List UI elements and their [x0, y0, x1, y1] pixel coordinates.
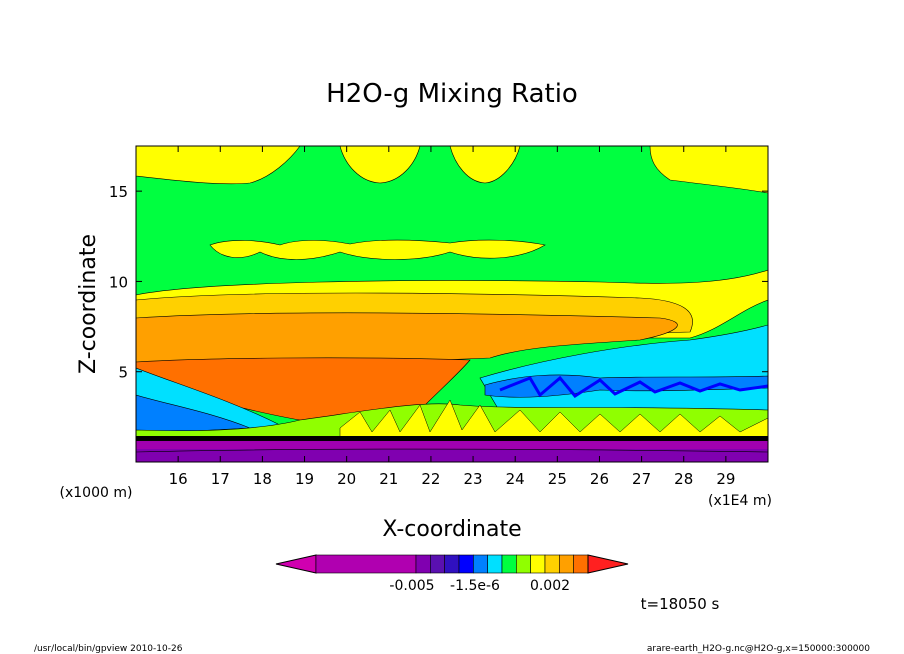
colorbar-swatch: [573, 554, 589, 574]
colorbar-swatch: [516, 554, 531, 574]
colorbar-label: -1.5e-6: [450, 578, 500, 594]
x-ticks: 16 17 18 19 20 21 22 23 24 25 26 27 28 29: [169, 146, 735, 488]
y-ticks: 5 10 15: [109, 183, 768, 382]
x-tick-label: 17: [211, 470, 230, 488]
yellow-top-far: [649, 146, 768, 194]
surface-contour: [136, 436, 768, 441]
x-tick-label: 18: [253, 470, 272, 488]
colorbar-swatch: [473, 554, 488, 574]
colorbar-swatch: [458, 554, 474, 574]
colorbar-swatch: [544, 554, 560, 574]
x-tick-label: 24: [506, 470, 525, 488]
footer-right: arare-earth_H2O-g.nc@H2O-g,x=150000:3000…: [647, 644, 870, 654]
colorbar-label: 0.002: [530, 578, 570, 594]
yellow-top-mid: [339, 146, 421, 184]
x-tick-label: 20: [337, 470, 356, 488]
colorbar-swatch: [487, 554, 503, 574]
x-tick-label: 16: [169, 470, 188, 488]
x-tick-label: 26: [590, 470, 609, 488]
band-magenta: [136, 441, 768, 449]
purple-contour: [136, 448, 768, 453]
y-unit-label: (x1000 m): [60, 485, 133, 501]
x-tick-label: 19: [295, 470, 314, 488]
x-tick-label: 28: [674, 470, 693, 488]
y-tick-label: 5: [118, 364, 128, 382]
band-yellow-spikes: [339, 399, 768, 439]
x-axis-label: X-coordinate: [382, 517, 521, 542]
colorbar-swatch: [444, 554, 460, 574]
x-tick-label: 22: [421, 470, 440, 488]
colorbar-swatch: [430, 554, 445, 574]
yellow-top-left: [136, 146, 301, 185]
plot-area: [136, 146, 768, 462]
colorbar-swatch: [501, 554, 517, 574]
blue-wave: [499, 375, 768, 398]
x-tick-label: 25: [548, 470, 567, 488]
x-tick-label: 29: [716, 470, 735, 488]
x-tick-label: 23: [464, 470, 483, 488]
colorbar-swatch: [315, 554, 417, 574]
colorbar-swatch: [415, 554, 431, 574]
time-annotation: t=18050 s: [641, 595, 720, 613]
colorbar-swatch: [559, 554, 574, 574]
colorbar-over-arrow: [587, 554, 629, 574]
colorbar: -0.005 -1.5e-6 0.002: [275, 554, 629, 594]
y-axis-label: Z-coordinate: [76, 234, 101, 374]
chart-title: H2O-g Mixing Ratio: [326, 79, 578, 109]
band-orange: [136, 312, 678, 373]
colorbar-under-arrow: [275, 554, 317, 574]
x-tick-label: 21: [379, 470, 398, 488]
footer-left: /usr/local/bin/gpview 2010-10-26: [34, 644, 183, 654]
x-unit-label: (x1E4 m): [708, 493, 772, 509]
colorbar-swatch: [530, 554, 546, 574]
y-tick-label: 15: [109, 183, 128, 201]
plot-frame: [135, 145, 769, 463]
y-tick-label: 10: [109, 273, 128, 291]
colorbar-label: -0.005: [389, 578, 434, 594]
x-tick-label: 27: [632, 470, 651, 488]
yellow-top-right: [449, 146, 521, 184]
yellow-mid-streak: [209, 239, 546, 260]
